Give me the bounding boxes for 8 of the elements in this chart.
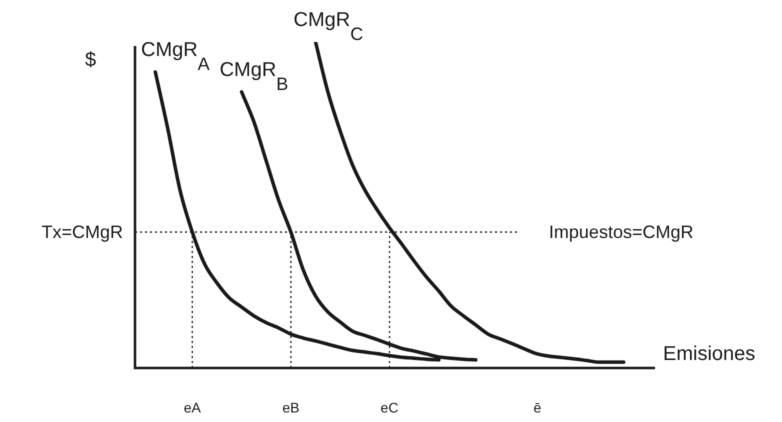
annotation: Impuestos=CMgR (548, 222, 694, 242)
x-tick-label: eA (184, 399, 202, 416)
x-tick-label: ē (534, 399, 542, 416)
x-axis-title: Emisiones (663, 343, 756, 365)
y-axis-title: $ (85, 49, 96, 71)
x-tick-label: eC (380, 399, 398, 416)
ref-line-label: Tx=CMgR (41, 222, 124, 242)
x-tick-label: eB (282, 399, 300, 416)
